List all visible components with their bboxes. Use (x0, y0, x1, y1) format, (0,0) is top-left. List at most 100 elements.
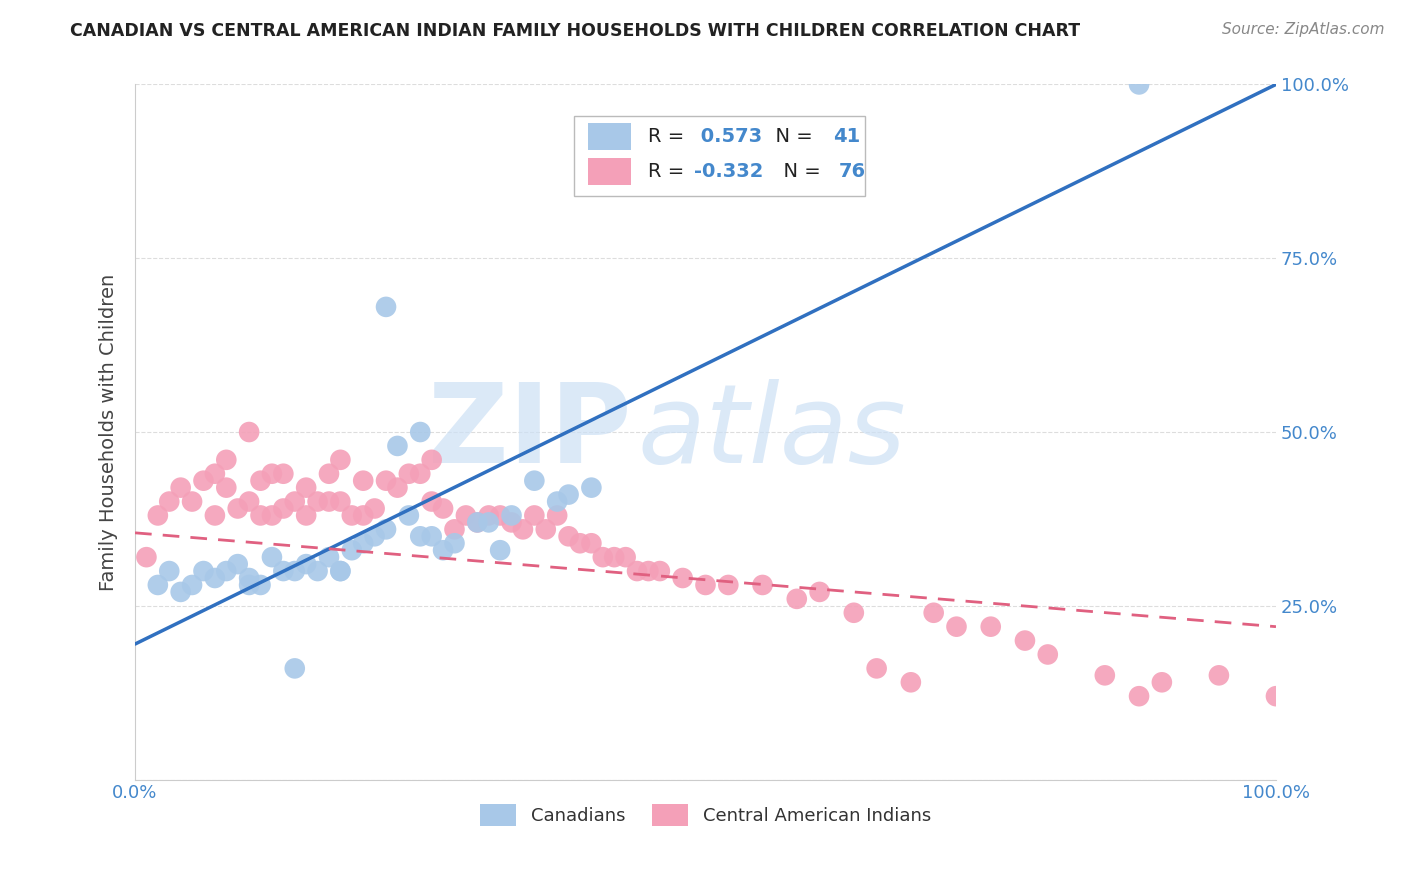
Point (420, 453, 443, 467)
Point (546, 494, 568, 508)
Point (581, 536, 603, 550)
Point (169, 585, 191, 599)
Point (717, 578, 740, 592)
Point (614, 550, 637, 565)
Point (1150, 675, 1173, 690)
Point (398, 508, 420, 523)
Point (284, 494, 307, 508)
Point (443, 536, 465, 550)
Point (478, 516, 501, 530)
Point (945, 620, 967, 634)
Point (238, 425, 260, 439)
Point (215, 453, 238, 467)
Point (249, 578, 271, 592)
Point (375, 522, 398, 536)
Point (626, 564, 648, 578)
Point (318, 550, 340, 565)
Point (135, 550, 157, 565)
Point (238, 571, 260, 585)
Point (603, 550, 626, 565)
Point (501, 508, 523, 523)
Point (204, 571, 226, 585)
Point (478, 508, 501, 523)
Point (420, 494, 443, 508)
Point (329, 494, 352, 508)
Point (534, 522, 557, 536)
Text: R =: R = (648, 127, 690, 146)
Point (226, 557, 249, 571)
Text: atlas: atlas (637, 378, 905, 485)
Point (307, 564, 329, 578)
Point (648, 564, 671, 578)
Point (249, 508, 271, 523)
Point (842, 606, 865, 620)
Point (387, 439, 409, 453)
Text: 41: 41 (834, 127, 860, 146)
Point (865, 661, 887, 675)
Point (352, 508, 374, 523)
Point (273, 564, 295, 578)
Point (295, 557, 318, 571)
Point (193, 564, 215, 578)
Point (260, 508, 283, 523)
Point (375, 300, 398, 314)
Point (181, 494, 204, 508)
Text: N =: N = (762, 127, 818, 146)
Point (260, 550, 283, 565)
Point (1208, 668, 1230, 682)
Point (501, 516, 523, 530)
Point (295, 508, 318, 523)
Point (465, 516, 488, 530)
Point (273, 501, 295, 516)
Point (215, 564, 238, 578)
Point (284, 661, 307, 675)
Point (409, 467, 432, 481)
Point (157, 564, 180, 578)
Point (157, 494, 180, 508)
Point (318, 494, 340, 508)
FancyBboxPatch shape (588, 123, 631, 150)
Point (695, 578, 717, 592)
Point (146, 578, 169, 592)
Text: 76: 76 (839, 161, 866, 181)
Point (900, 675, 922, 690)
Point (1014, 633, 1036, 648)
FancyBboxPatch shape (588, 158, 631, 185)
Point (273, 467, 295, 481)
Point (295, 481, 318, 495)
Point (1265, 689, 1288, 703)
Point (546, 508, 568, 523)
Point (363, 501, 385, 516)
Point (523, 474, 546, 488)
Point (432, 501, 454, 516)
Point (512, 522, 534, 536)
Point (980, 620, 1002, 634)
Point (922, 606, 945, 620)
Point (808, 585, 831, 599)
Point (1094, 668, 1116, 682)
Point (489, 543, 512, 558)
Point (146, 508, 169, 523)
Point (569, 536, 592, 550)
Point (751, 578, 773, 592)
Point (238, 494, 260, 508)
Point (204, 467, 226, 481)
Point (1128, 78, 1150, 92)
Point (352, 474, 374, 488)
Text: N =: N = (770, 161, 827, 181)
Point (637, 564, 659, 578)
Text: CANADIAN VS CENTRAL AMERICAN INDIAN FAMILY HOUSEHOLDS WITH CHILDREN CORRELATION : CANADIAN VS CENTRAL AMERICAN INDIAN FAMI… (70, 22, 1080, 40)
Point (204, 508, 226, 523)
Point (329, 564, 352, 578)
Point (786, 591, 808, 606)
Point (193, 474, 215, 488)
Point (557, 487, 579, 501)
Point (307, 494, 329, 508)
Text: Source: ZipAtlas.com: Source: ZipAtlas.com (1222, 22, 1385, 37)
FancyBboxPatch shape (574, 116, 865, 195)
Point (352, 536, 374, 550)
Point (489, 508, 512, 523)
Y-axis label: Family Households with Children: Family Households with Children (100, 274, 118, 591)
Point (249, 474, 271, 488)
Point (443, 522, 465, 536)
